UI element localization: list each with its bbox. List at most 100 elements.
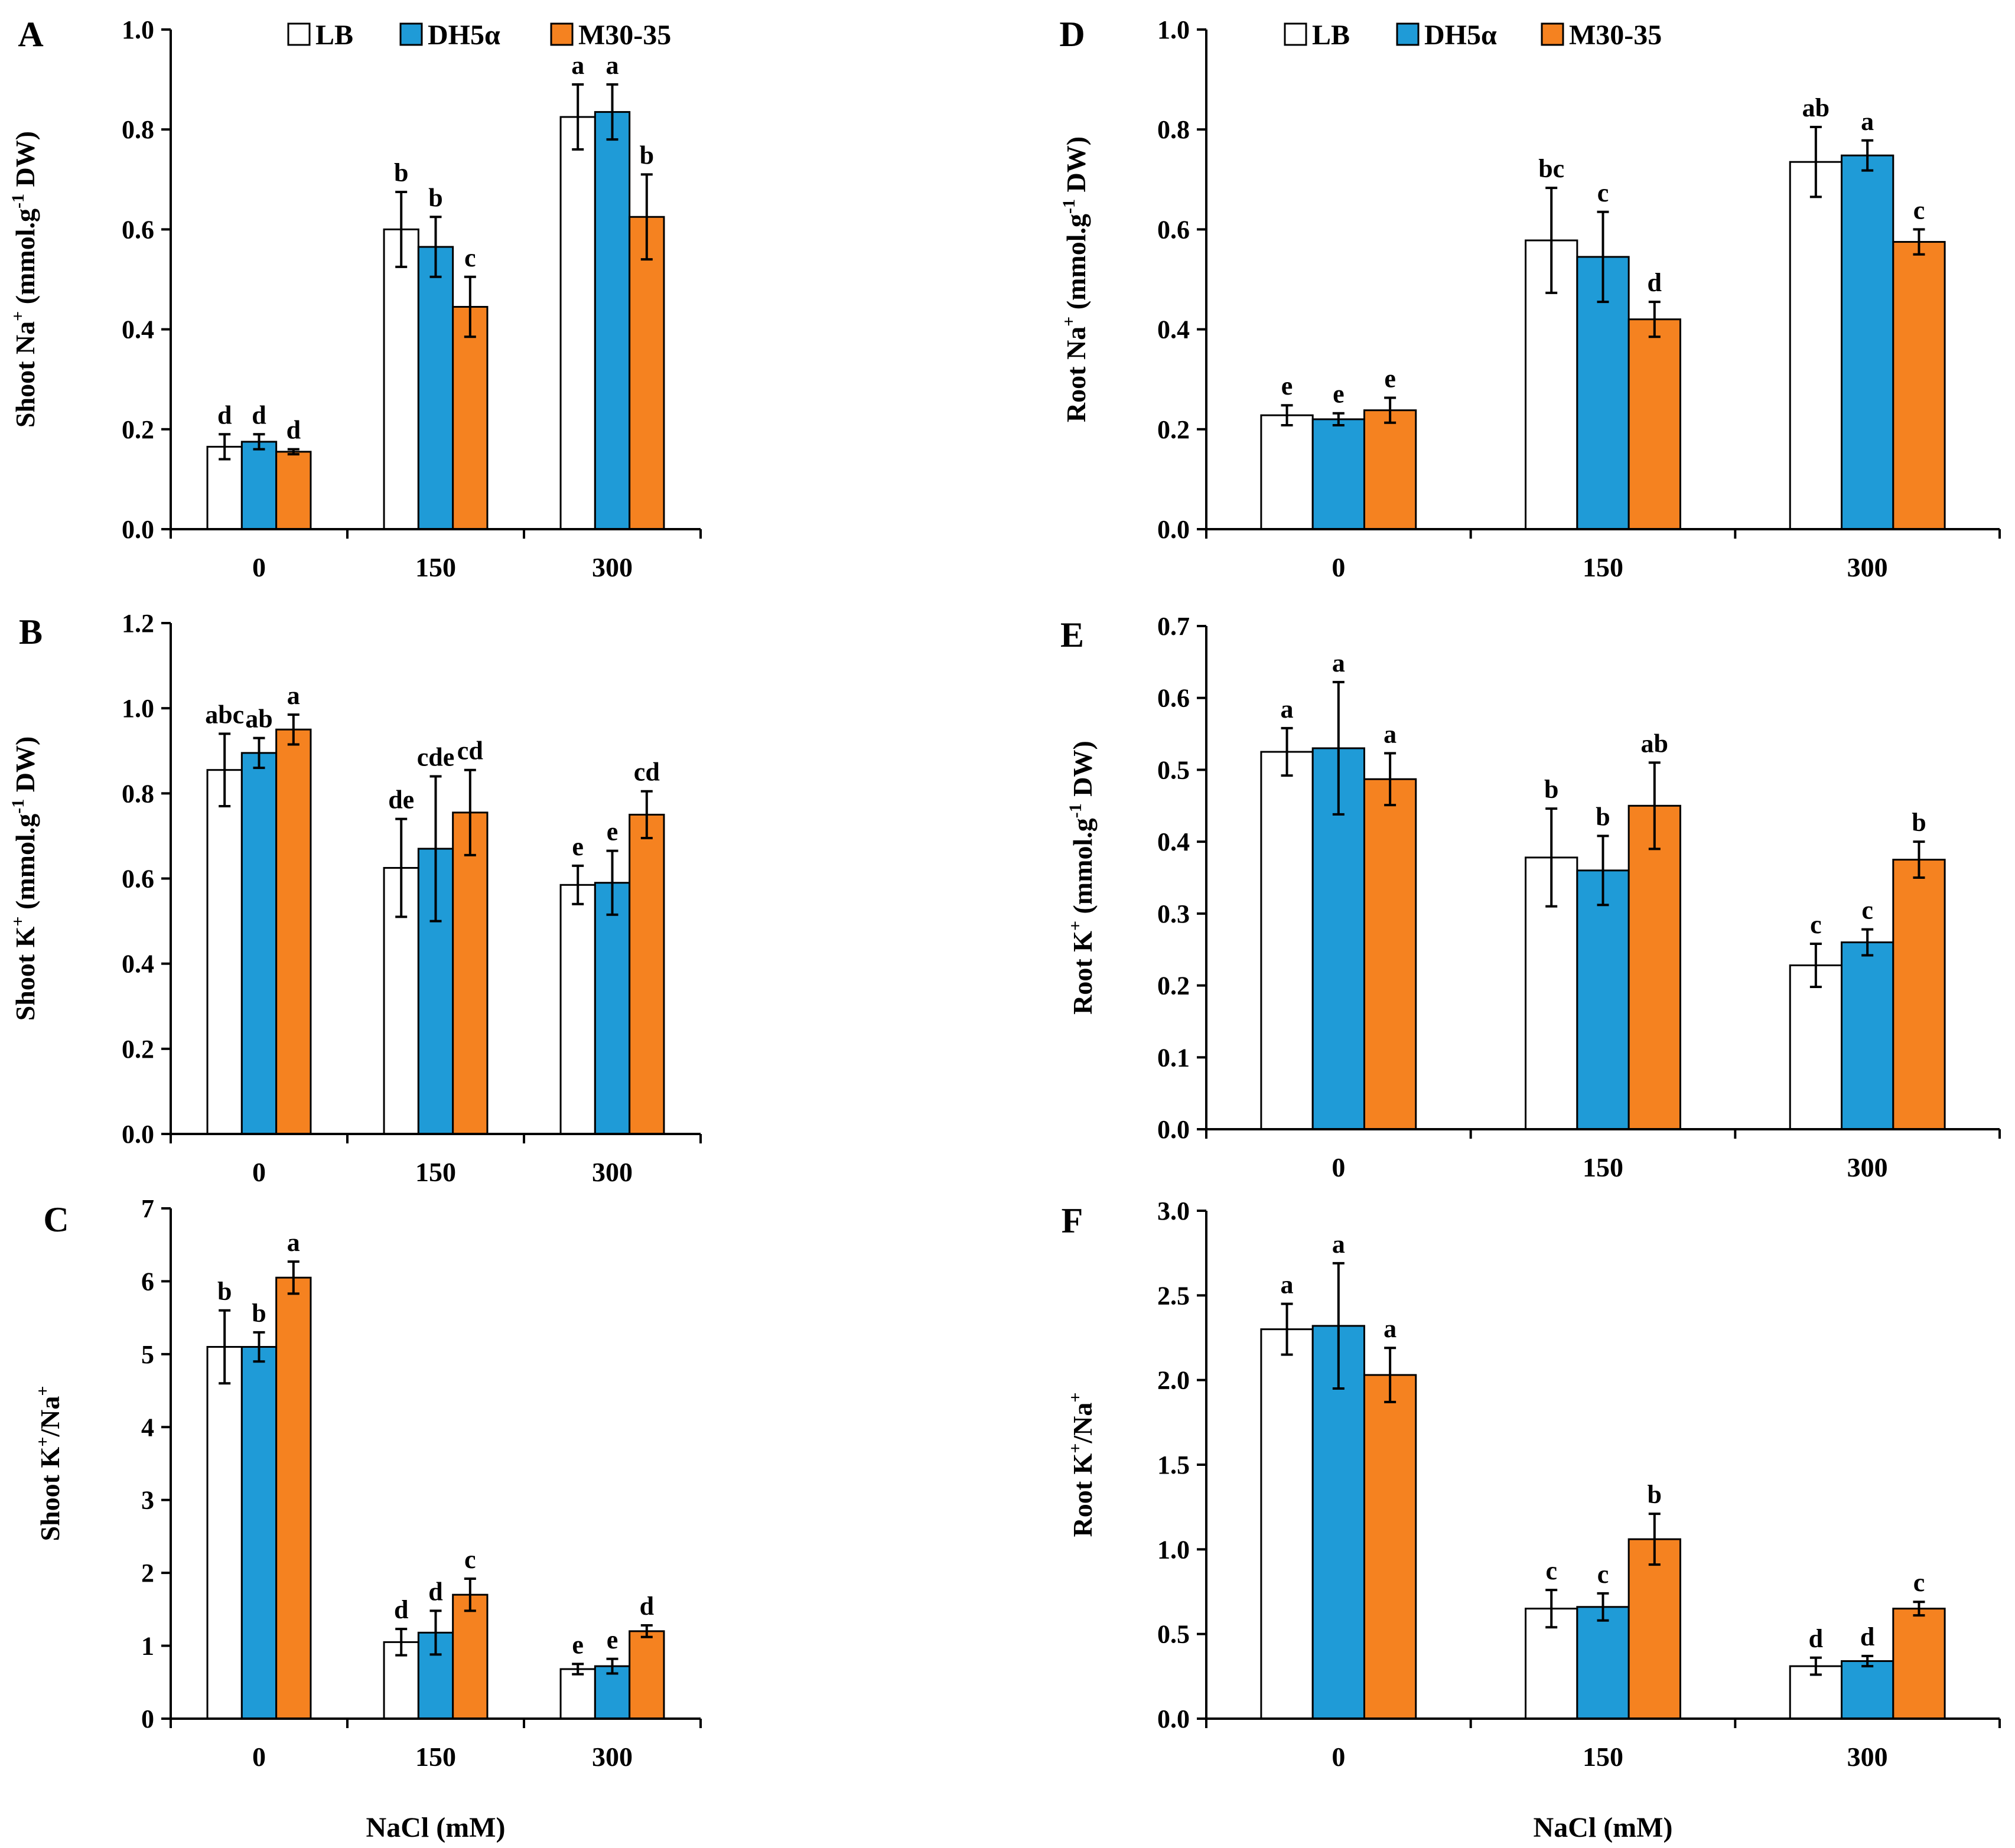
panel-label: D — [1059, 15, 1085, 54]
significance-letter: b — [1544, 775, 1558, 804]
y-tick-label: 0.2 — [122, 1035, 154, 1064]
y-tick-label: 0.6 — [1157, 215, 1190, 244]
legend-swatch — [550, 22, 574, 46]
significance-letter: a — [606, 51, 619, 80]
legend-label: DH5α — [428, 19, 500, 51]
y-tick-label: 0.1 — [1157, 1043, 1190, 1072]
x-tick-label: 300 — [592, 1157, 633, 1187]
panel-a: Ad b a d b a d c b 0.0 0.2 0.4 0.6 0.8 1.0 0 150 300 Shoot… — [8, 15, 702, 582]
bar — [1627, 804, 1681, 1130]
legend-swatch — [399, 22, 423, 46]
significance-letter: d — [1809, 1624, 1823, 1653]
bar — [206, 769, 243, 1135]
bar — [629, 813, 665, 1135]
legend-label: LB — [315, 19, 353, 51]
y-tick-label: 5 — [141, 1340, 154, 1369]
panel-label: F — [1062, 1201, 1083, 1240]
x-tick-label: 300 — [1847, 552, 1888, 582]
x-axis-title: NaCl (mM) — [1534, 1812, 1673, 1843]
legend-label: M30-35 — [578, 19, 671, 51]
bar — [452, 306, 489, 530]
significance-letter: a — [1861, 107, 1874, 136]
significance-letter: e — [1384, 364, 1396, 393]
panel-label: B — [19, 612, 43, 651]
y-tick-label: 0.0 — [1157, 1704, 1190, 1733]
bar — [1363, 1374, 1417, 1720]
y-tick-label: 0.7 — [1157, 612, 1190, 641]
significance-letter: cd — [457, 736, 483, 765]
significance-letter: b — [1596, 802, 1610, 831]
bar — [1892, 241, 1946, 530]
y-tick-label: 0.0 — [1157, 1115, 1190, 1144]
bar — [1627, 318, 1681, 530]
significance-letter: e — [572, 832, 584, 861]
panel-label: C — [43, 1200, 69, 1239]
bar — [594, 882, 631, 1135]
significance-letter: b — [1648, 1480, 1662, 1509]
bar — [206, 1346, 243, 1720]
significance-letter: b — [640, 141, 654, 170]
significance-letter: ab — [1641, 729, 1668, 758]
legend-label: LB — [1312, 19, 1350, 51]
significance-letter: ab — [1802, 93, 1830, 122]
bar — [1363, 409, 1417, 530]
significance-letter: c — [1913, 1568, 1925, 1597]
y-tick-label: 1.0 — [1157, 1535, 1190, 1564]
y-tick-label: 0.4 — [122, 315, 154, 344]
y-tick-label: 0.4 — [1157, 315, 1190, 344]
y-tick-label: 0 — [141, 1704, 154, 1733]
y-axis-label: Shoot K+/Na+ — [33, 1386, 65, 1541]
y-tick-label: 6 — [141, 1267, 154, 1296]
significance-letter: c — [1597, 178, 1609, 207]
legend-swatch — [1396, 22, 1420, 46]
y-tick-label: 0.3 — [1157, 899, 1190, 928]
y-tick-label: 0.0 — [122, 1120, 154, 1149]
bar — [452, 811, 489, 1135]
y-axis-label: Root Na+ (mmol.g-1 DW) — [1059, 136, 1091, 422]
significance-letter: a — [287, 1228, 300, 1257]
bar — [1576, 869, 1630, 1130]
significance-letter: cde — [417, 743, 455, 772]
significance-letter: b — [394, 158, 408, 187]
bar — [559, 116, 596, 530]
x-tick-label: 300 — [1847, 1152, 1888, 1182]
significance-letter: a — [287, 681, 300, 710]
significance-letter: b — [217, 1277, 232, 1306]
x-tick-label: 0 — [1332, 552, 1345, 582]
y-tick-label: 2.0 — [1157, 1366, 1190, 1395]
x-tick-label: 300 — [592, 1742, 633, 1772]
significance-letter: d — [1648, 268, 1662, 297]
y-tick-label: 0.2 — [1157, 415, 1190, 444]
y-tick-label: 1.0 — [122, 15, 154, 44]
legend-swatch — [1284, 22, 1307, 46]
bar — [275, 451, 312, 530]
panel-d: De bc ab e c a e d c 0.0 0.2 0.4 0.6 0.8 1.0 0 150 300 Roo… — [1059, 15, 2001, 582]
bar — [559, 884, 596, 1135]
panel-f: Fa c d a c d a b c 0.0 0.5 1.0 1.5 2.0 2.5 3.0 0 150 300 Ro… — [1062, 1197, 2001, 1843]
x-tick-label: 300 — [1847, 1742, 1888, 1772]
y-tick-label: 0.8 — [122, 115, 154, 144]
bar — [1363, 778, 1417, 1130]
y-tick-label: 7 — [141, 1194, 154, 1223]
x-tick-label: 150 — [415, 1157, 456, 1187]
y-tick-label: 1.5 — [1157, 1451, 1190, 1479]
significance-letter: d — [1860, 1622, 1874, 1651]
significance-letter: a — [571, 51, 584, 80]
significance-letter: cd — [634, 758, 660, 787]
significance-letter: b — [252, 1299, 266, 1328]
x-tick-label: 0 — [252, 552, 266, 582]
y-tick-label: 0.5 — [1157, 1620, 1190, 1649]
y-tick-label: 2 — [141, 1559, 154, 1588]
legend-swatch — [1541, 22, 1564, 46]
y-axis-label: Shoot K+ (mmol.g-1 DW) — [8, 736, 40, 1021]
y-tick-label: 3 — [141, 1486, 154, 1515]
significance-letter: de — [388, 786, 414, 814]
bar — [275, 728, 312, 1135]
significance-letter: d — [217, 400, 232, 429]
x-tick-label: 150 — [1583, 1152, 1623, 1182]
bar — [1260, 1328, 1314, 1720]
legend-label: M30-35 — [1569, 19, 1662, 51]
bar — [1841, 941, 1894, 1130]
y-tick-label: 0.4 — [122, 950, 154, 979]
